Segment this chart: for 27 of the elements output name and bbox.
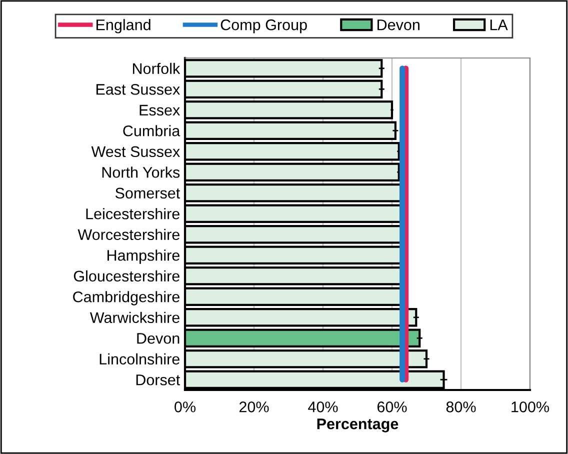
y-tick-label: West Sussex [91, 146, 180, 158]
y-tick-label: Somerset [115, 188, 180, 199]
y-tick-label: Warwickshire [90, 312, 180, 324]
legend-label: Comp Group [220, 19, 307, 34]
x-tick-label: 80% [446, 402, 476, 412]
x-tick-label: 60% [377, 402, 407, 412]
y-tick-label: Cambridgeshire [73, 291, 180, 306]
x-tick-label: 100% [512, 402, 549, 412]
y-tick-label: Hampshire [108, 250, 180, 264]
category-label: Devon [378, 20, 420, 30]
y-tick-label: Dorset [136, 374, 180, 386]
legend-label: England [96, 19, 150, 34]
x-tick-label: 20% [239, 402, 269, 412]
y-tick-label: Lincolnshire [100, 353, 180, 365]
x-tick-label: 0% [174, 402, 196, 412]
y-tick-label: East Sussex [96, 84, 180, 95]
y-tick-label: Devon [137, 333, 180, 344]
y-tick-label: Gloucestershire [74, 270, 180, 282]
y-tick-label: Worcestershire [78, 228, 180, 240]
y-tick-label: Essex [140, 104, 180, 116]
x-axis-title: Percentage [317, 418, 398, 432]
legend-label: LA [490, 20, 508, 30]
y-tick-label: Norfolk [133, 62, 180, 74]
x-tick-label: 40% [308, 402, 338, 412]
y-tick-label: Cumbria [123, 125, 180, 136]
y-tick-label: North Yorks [102, 166, 180, 178]
y-tick-label: Leicestershire [86, 208, 180, 220]
